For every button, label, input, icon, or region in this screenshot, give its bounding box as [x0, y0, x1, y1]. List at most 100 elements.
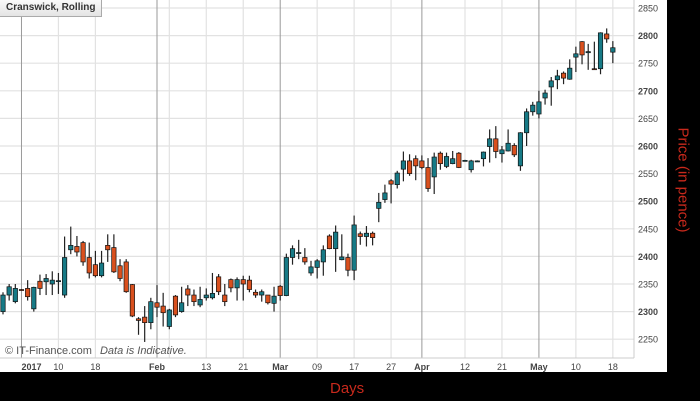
x-axis-title: Days	[330, 380, 365, 397]
candle-up	[259, 291, 265, 296]
candle-down	[388, 180, 394, 185]
candle-up	[166, 309, 172, 327]
candle-down	[111, 247, 117, 273]
candle-up	[567, 67, 573, 80]
candle-down	[228, 279, 234, 289]
candle-down	[240, 279, 246, 285]
candle-down	[493, 138, 499, 152]
chart-title: Cranswick, Rolling	[0, 0, 103, 17]
candle-down	[129, 284, 135, 317]
candle-up	[234, 279, 240, 289]
candle-down	[246, 279, 252, 290]
x-tick-label: May	[530, 362, 548, 372]
y-tick-label: 2800	[638, 31, 658, 41]
x-tick-label: 13	[201, 362, 211, 372]
chart-background	[0, 0, 667, 372]
candle-up	[431, 156, 437, 178]
candle-down	[185, 288, 191, 296]
x-tick-label: 09	[312, 362, 322, 372]
candle-up	[43, 278, 49, 283]
x-tick-label: Apr	[414, 362, 430, 372]
candle-down	[456, 152, 462, 168]
credit-text: © IT-Finance.com Data is Indicative.	[5, 345, 187, 357]
x-tick-label: 21	[497, 362, 507, 372]
candle-down	[345, 257, 351, 271]
candle-up	[68, 245, 74, 251]
candle-down	[277, 285, 283, 296]
candle-up	[320, 249, 326, 263]
candle-down	[92, 264, 98, 277]
candle-up	[363, 232, 369, 237]
x-tick-label: 2017	[21, 362, 41, 372]
candle-up	[209, 293, 215, 299]
x-tick-label: 10	[53, 362, 63, 372]
candle-up	[339, 256, 345, 261]
credit-site: © IT-Finance.com	[5, 345, 92, 357]
x-tick-label: 12	[460, 362, 470, 372]
candle-up	[314, 260, 320, 268]
candle-up	[333, 231, 339, 250]
candle-up	[271, 295, 277, 304]
candle-up	[296, 252, 302, 254]
candle-up	[450, 158, 456, 165]
candle-down	[604, 33, 610, 40]
axes: 2250 2300 2350 2400 2450 2500 2550 2600 2650 2700…	[0, 0, 658, 372]
candle-down	[25, 288, 31, 298]
y-tick-label: 2550	[638, 169, 658, 179]
x-tick-label: 10	[571, 362, 581, 372]
candle-up	[308, 266, 314, 274]
candle-up	[0, 294, 6, 312]
x-tick-label: 27	[386, 362, 396, 372]
candle-up	[99, 262, 105, 277]
candle-down	[117, 265, 123, 279]
candle-down	[105, 245, 111, 251]
y-tick-label: 2250	[638, 335, 658, 345]
candle-up	[499, 149, 505, 155]
candle-down	[191, 294, 197, 303]
candle-down	[511, 145, 517, 156]
candle-up	[197, 299, 203, 306]
candle-up	[6, 286, 12, 296]
candle-down	[216, 276, 222, 293]
y-tick-label: 2300	[638, 307, 658, 317]
candle-up	[474, 160, 480, 163]
candle-down	[302, 257, 308, 263]
candle-up	[400, 160, 406, 170]
candle-up	[203, 294, 209, 299]
candle-down	[142, 316, 148, 323]
grid	[0, 0, 634, 358]
candles	[0, 28, 616, 342]
candle-up	[148, 301, 154, 323]
candle-down	[357, 233, 363, 237]
candle-down	[74, 246, 80, 253]
y-axis-title: Price (in pence)	[674, 127, 692, 233]
candle-down	[419, 160, 425, 168]
candle-up	[62, 257, 68, 296]
x-tick-label: 18	[608, 362, 618, 372]
credit-note: Data is Indicative.	[99, 345, 187, 357]
candle-down	[253, 291, 259, 296]
y-tick-label: 2450	[638, 224, 658, 234]
candle-up	[382, 192, 388, 200]
y-tick-label: 2650	[638, 114, 658, 124]
candle-down	[561, 72, 567, 79]
candle-up	[283, 257, 289, 296]
candle-down	[579, 41, 585, 56]
y-tick-label: 2350	[638, 280, 658, 290]
y-tick-label: 2700	[638, 86, 658, 96]
candle-down	[86, 257, 92, 274]
candle-down	[326, 235, 333, 250]
candle-up	[351, 224, 357, 271]
candle-down	[265, 294, 271, 304]
x-tick-label: 17	[349, 362, 359, 372]
candle-down	[413, 158, 419, 167]
candle-up	[289, 248, 296, 258]
x-tick-label: Feb	[149, 362, 166, 372]
candle-up	[394, 172, 400, 185]
y-tick-label: 2850	[638, 4, 658, 14]
candle-up	[505, 142, 511, 152]
candle-up	[597, 32, 604, 70]
x-tick-label: 18	[90, 362, 100, 372]
candle-down	[437, 152, 443, 165]
